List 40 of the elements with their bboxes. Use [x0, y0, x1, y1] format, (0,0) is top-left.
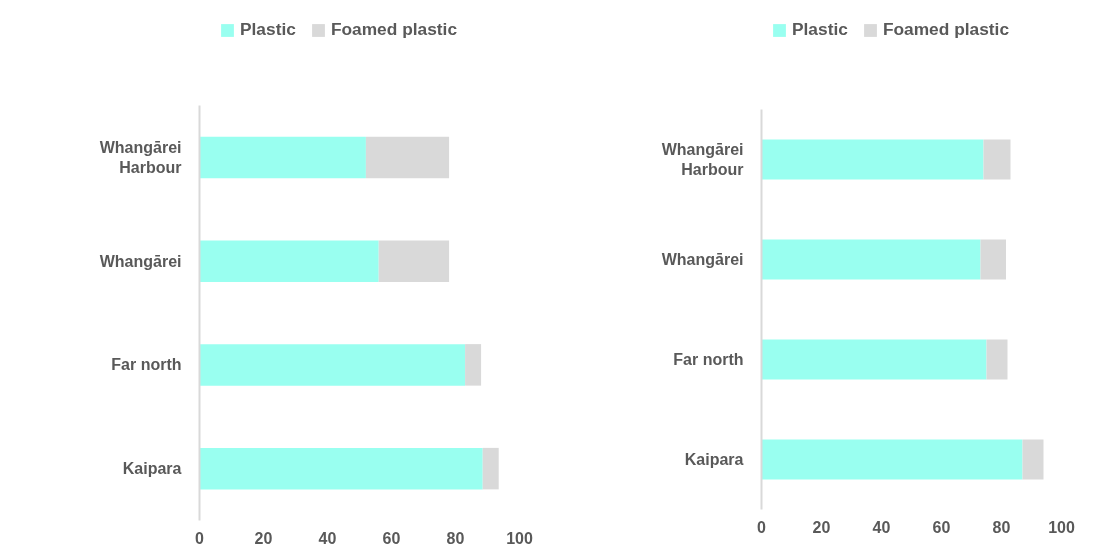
bar	[465, 344, 482, 386]
bar	[761, 339, 987, 380]
y-tick-label: Whangārei	[99, 252, 182, 270]
x-tick-label: 40	[318, 529, 337, 547]
legend-label: Foamed plastic	[882, 19, 1010, 40]
y-tick-label: Whangārei	[661, 251, 744, 268]
bar	[980, 239, 1006, 280]
bar	[482, 447, 499, 490]
y-tick-label: Kaipara	[684, 451, 744, 468]
bar	[199, 240, 379, 282]
bar	[761, 439, 1023, 480]
x-tick-label: 60	[382, 529, 401, 547]
bar	[1022, 439, 1044, 480]
x-tick-label: 80	[992, 518, 1011, 536]
x-tick-label: 20	[812, 518, 831, 536]
x-tick-label: 0	[757, 518, 767, 536]
x-tick-label: 40	[872, 518, 891, 536]
y-tick-label: Far north	[111, 356, 182, 374]
y-tick-label: Far north	[673, 351, 744, 368]
bar	[199, 344, 466, 386]
bar	[986, 339, 1008, 380]
x-tick-label: 60	[932, 518, 951, 536]
bar	[199, 447, 483, 490]
legend-label: Foamed plastic	[330, 19, 458, 40]
bar	[199, 136, 366, 179]
x-tick-label: 20	[254, 529, 273, 547]
bar	[378, 240, 450, 282]
y-tick-label: Whangārei Harbour	[661, 140, 744, 179]
legend-label: Plastic	[240, 19, 296, 40]
x-tick-label: 100	[506, 529, 533, 547]
x-tick-label: 0	[195, 529, 205, 547]
bar	[761, 139, 984, 180]
x-tick-label: 80	[446, 529, 465, 547]
bar	[761, 239, 981, 280]
bar	[365, 136, 450, 179]
bar	[983, 139, 1011, 180]
y-tick-label: Whangārei Harbour	[99, 138, 182, 177]
y-tick-label: Kaipara	[122, 460, 182, 478]
legend-label: Plastic	[792, 19, 848, 40]
x-tick-label: 100	[1048, 518, 1075, 536]
